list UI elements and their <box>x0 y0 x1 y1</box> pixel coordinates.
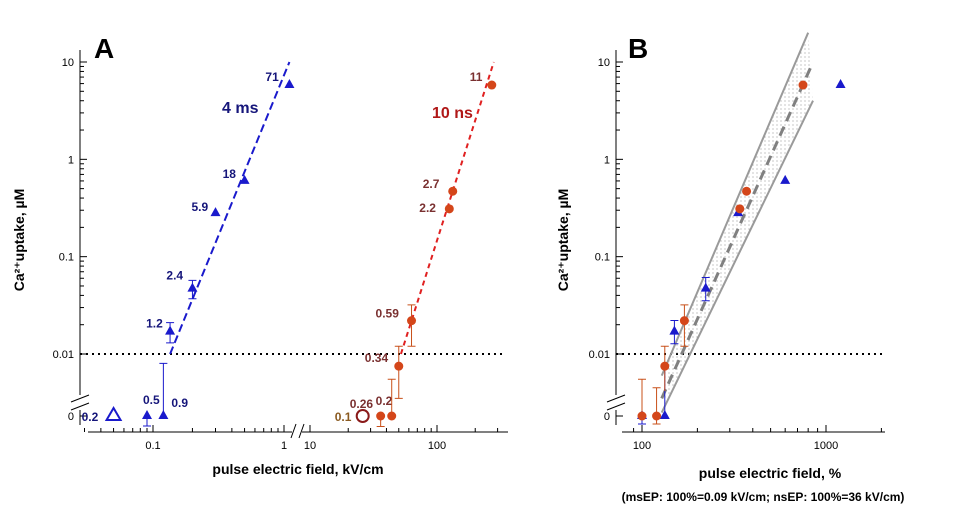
data-label-10ns: 0.1 <box>335 410 352 424</box>
data-label-4ms: 0.5 <box>143 393 160 407</box>
fit-line-4ms <box>169 61 291 355</box>
y-axis-title-a: Ca²⁺uptake, µM <box>11 189 27 292</box>
data-label-4ms: 2.4 <box>166 269 183 283</box>
point-nsep <box>679 316 689 326</box>
panel-letter-b: B <box>628 33 648 64</box>
data-label-10ns: 0.59 <box>376 307 400 321</box>
y-tick-label-a: 1 <box>68 154 74 166</box>
point-nsep <box>660 361 670 371</box>
data-label-10ns: 0.26 <box>350 397 374 411</box>
errorbar-4ms <box>159 362 168 416</box>
point-msep <box>659 410 670 419</box>
point-4ms <box>158 410 169 419</box>
point-10ns <box>355 409 370 423</box>
point-4ms <box>284 79 295 89</box>
point-nsep <box>742 186 752 196</box>
data-label-4ms: 18 <box>223 167 237 181</box>
point-4ms <box>239 174 250 184</box>
point-10ns <box>444 204 454 214</box>
point-msep <box>700 282 711 292</box>
x-tick-label-a: 100 <box>428 440 446 452</box>
point-10ns <box>376 411 386 421</box>
point-10ns <box>448 186 458 196</box>
x-axis-title-b: pulse electric field, % <box>699 465 842 481</box>
y-tick-label-a: 0.01 <box>53 349 74 361</box>
x-tick-label-b: 100 <box>633 440 651 452</box>
data-label-4ms: 0.9 <box>171 396 188 410</box>
y-tick-label-a: 10 <box>62 57 74 69</box>
series-label-4ms: 4 ms <box>222 100 259 117</box>
data-label-4ms: 0.2 <box>82 410 99 424</box>
errorbar-10ns <box>394 345 403 399</box>
band-lower-line <box>660 100 814 414</box>
y-tick-label-b: 0.01 <box>589 349 610 361</box>
point-4ms <box>210 207 221 217</box>
y-axis-title-b: Ca²⁺uptake, µM <box>555 189 571 292</box>
y-break-mark-a <box>70 394 90 411</box>
data-label-4ms: 71 <box>265 70 279 84</box>
point-10ns <box>487 80 497 90</box>
point-nsep <box>637 411 647 421</box>
point-4ms <box>142 410 153 419</box>
x-tick-label-a: 10 <box>304 440 316 452</box>
errorbar-10ns <box>387 378 396 416</box>
point-msep <box>780 174 791 184</box>
point-4ms <box>104 406 123 421</box>
point-10ns <box>407 316 417 326</box>
y-tick-label-b: 0 <box>604 411 610 423</box>
y-tick-label-a: 0 <box>68 411 74 423</box>
x-tick-label-a: 0.1 <box>145 440 160 452</box>
data-label-10ns: 0.2 <box>376 394 393 408</box>
confidence-band <box>661 32 814 413</box>
data-label-10ns: 2.7 <box>423 177 440 191</box>
data-label-10ns: 0.34 <box>365 351 389 365</box>
point-10ns <box>394 361 404 371</box>
y-tick-label-b: 0.1 <box>595 252 610 264</box>
fit-line-b <box>660 65 813 399</box>
x-axis-note-b: (msEP: 100%=0.09 kV/cm; nsEP: 100%=36 kV… <box>622 490 905 504</box>
y-tick-label-b: 1 <box>604 154 610 166</box>
x-tick-label-a: 1 <box>281 440 287 452</box>
errorbar-nsep <box>638 378 646 416</box>
point-4ms <box>187 282 198 292</box>
data-label-4ms: 1.2 <box>146 317 163 331</box>
point-msep <box>835 79 846 89</box>
data-label-4ms: 5.9 <box>192 200 209 214</box>
panel-letter-a: A <box>94 33 114 64</box>
y-tick-label-a: 0.1 <box>59 252 74 264</box>
point-10ns <box>387 411 397 421</box>
point-4ms <box>165 325 176 335</box>
x-tick-label-b: 1000 <box>814 440 838 452</box>
point-nsep <box>798 80 808 90</box>
y-break-mark-b <box>606 394 626 411</box>
x-break-mark-a <box>290 423 305 439</box>
point-nsep <box>735 204 745 214</box>
x-axis-title-a: pulse electric field, kV/cm <box>212 461 383 477</box>
point-msep <box>669 325 680 335</box>
point-nsep <box>652 411 662 421</box>
series-label-10ns: 10 ns <box>432 105 473 122</box>
y-tick-label-b: 10 <box>598 57 610 69</box>
data-label-10ns: 11 <box>470 70 483 84</box>
data-label-10ns: 2.2 <box>419 201 436 215</box>
errorbar-10ns <box>407 304 416 347</box>
errorbar-nsep <box>680 304 689 347</box>
